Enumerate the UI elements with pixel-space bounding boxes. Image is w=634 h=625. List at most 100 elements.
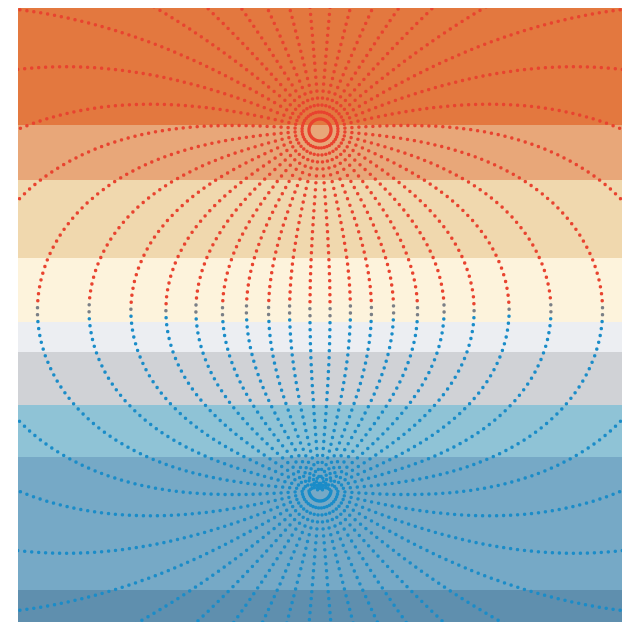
field-dot bbox=[174, 127, 178, 131]
field-dot bbox=[321, 167, 325, 171]
field-dot bbox=[302, 422, 307, 426]
field-dot bbox=[261, 535, 265, 540]
field-dot bbox=[92, 510, 97, 514]
field-dot bbox=[502, 273, 506, 277]
field-dot bbox=[617, 126, 622, 130]
field-dot bbox=[310, 244, 314, 248]
field-dot bbox=[129, 300, 133, 304]
field-dot bbox=[197, 451, 201, 455]
field-dot bbox=[308, 151, 313, 155]
field-dot bbox=[275, 451, 280, 455]
field-dot bbox=[334, 109, 338, 113]
field-dot bbox=[437, 61, 442, 66]
field-dot bbox=[316, 460, 320, 465]
field-dot bbox=[364, 89, 368, 94]
field-dot bbox=[303, 479, 308, 483]
field-dot bbox=[315, 520, 320, 524]
field-dot bbox=[394, 454, 398, 459]
field-dot bbox=[611, 607, 615, 611]
field-dot bbox=[395, 232, 400, 236]
field-dot bbox=[196, 532, 200, 536]
field-dot bbox=[265, 549, 269, 553]
field-dot bbox=[470, 568, 474, 573]
field-dot bbox=[523, 476, 527, 480]
field-dot bbox=[320, 96, 325, 100]
field-dot bbox=[349, 77, 354, 81]
field-dot bbox=[243, 197, 247, 201]
field-dot bbox=[337, 441, 342, 445]
field-dot bbox=[310, 590, 314, 594]
field-dot bbox=[586, 170, 590, 174]
field-dot bbox=[291, 472, 296, 476]
field-dot bbox=[355, 485, 359, 489]
field-dot bbox=[218, 199, 222, 203]
field-dot bbox=[138, 355, 142, 359]
field-dot bbox=[250, 172, 254, 176]
field-dot bbox=[360, 505, 365, 509]
field-dot bbox=[315, 96, 320, 100]
field-dot bbox=[297, 220, 301, 225]
field-dot bbox=[343, 190, 347, 194]
field-dot bbox=[282, 545, 287, 549]
field-dot bbox=[216, 89, 220, 94]
field-dot bbox=[483, 42, 487, 46]
field-dot bbox=[236, 2, 239, 5]
field-dot bbox=[45, 117, 49, 121]
field-dot bbox=[256, 540, 260, 544]
field-dot bbox=[418, 199, 422, 203]
field-dot bbox=[300, 560, 305, 564]
field-dot bbox=[226, 153, 231, 158]
field-dot bbox=[244, 135, 249, 139]
field-dot bbox=[197, 338, 201, 342]
field-dot bbox=[338, 177, 342, 181]
field-dot bbox=[487, 241, 491, 245]
field-dot bbox=[408, 55, 412, 59]
field-dot bbox=[267, 191, 271, 195]
field-dot bbox=[324, 486, 328, 490]
field-dot bbox=[452, 445, 456, 449]
field-dot bbox=[408, 354, 413, 358]
field-dot bbox=[362, 538, 366, 543]
field-dot bbox=[501, 102, 506, 107]
field-dot bbox=[345, 197, 350, 201]
field-dot bbox=[130, 293, 134, 297]
field-dot bbox=[299, 408, 304, 412]
field-dot bbox=[202, 85, 207, 90]
field-dot bbox=[258, 379, 263, 383]
field-dot bbox=[202, 492, 206, 496]
field-dot bbox=[564, 506, 568, 510]
field-dot bbox=[294, 149, 298, 153]
background-band bbox=[18, 8, 622, 125]
field-dot bbox=[313, 555, 317, 559]
field-dot bbox=[469, 127, 473, 132]
field-dot bbox=[562, 460, 566, 464]
field-dot bbox=[295, 387, 300, 392]
field-dot bbox=[557, 65, 562, 69]
field-dot bbox=[244, 311, 249, 315]
field-dot bbox=[288, 203, 292, 207]
field-dot bbox=[178, 441, 182, 446]
field-dot bbox=[18, 67, 20, 72]
field-dot bbox=[92, 106, 97, 110]
field-dot bbox=[356, 464, 360, 469]
field-dot bbox=[288, 318, 292, 322]
field-dot bbox=[360, 478, 364, 482]
field-dot bbox=[231, 584, 235, 589]
field-dot bbox=[432, 105, 436, 110]
field-dot bbox=[113, 179, 117, 184]
field-dot bbox=[244, 13, 248, 17]
field-dot bbox=[320, 103, 324, 107]
field-dot bbox=[353, 71, 358, 75]
field-dot bbox=[283, 518, 287, 522]
field-dot bbox=[315, 488, 320, 492]
field-dot bbox=[508, 69, 513, 74]
field-dot bbox=[209, 370, 213, 375]
field-dot bbox=[364, 125, 368, 129]
field-dot bbox=[120, 513, 125, 517]
field-dot bbox=[204, 474, 209, 478]
field-dot bbox=[620, 548, 622, 553]
field-dot bbox=[153, 486, 158, 490]
field-dot bbox=[496, 578, 500, 583]
field-dot bbox=[347, 339, 351, 343]
field-dot bbox=[608, 429, 613, 433]
